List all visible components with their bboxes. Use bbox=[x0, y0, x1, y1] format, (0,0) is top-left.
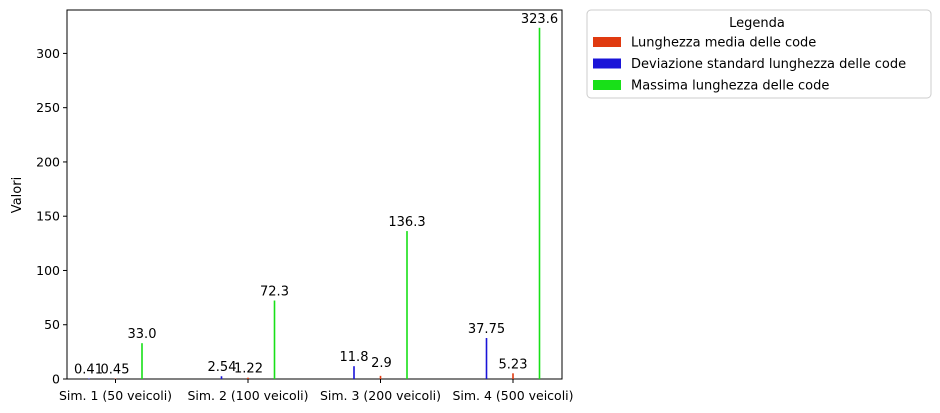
y-tick-label: 50 bbox=[44, 317, 60, 332]
data-label: 33.0 bbox=[128, 327, 157, 342]
bar bbox=[220, 376, 223, 379]
y-axis: 0 50 100 150 200 250 300 bbox=[36, 46, 67, 387]
bar bbox=[406, 231, 408, 379]
data-label: 323.6 bbox=[521, 12, 558, 27]
x-tick-label: Sim. 1 (50 veicoli) bbox=[59, 388, 172, 403]
bar bbox=[538, 27, 541, 379]
y-tick-label: 0 bbox=[52, 372, 60, 387]
x-tick-label: Sim. 2 (100 veicoli) bbox=[187, 388, 308, 403]
data-label: 1.22 bbox=[234, 362, 263, 377]
bar bbox=[114, 378, 117, 380]
data-label: 0.45 bbox=[101, 363, 130, 378]
x-tick-label: Sim. 3 (200 veicoli) bbox=[320, 388, 441, 403]
bar bbox=[379, 375, 382, 379]
legend-label: Massima lunghezza delle code bbox=[631, 79, 829, 94]
bar bbox=[247, 377, 249, 379]
x-tick-label: Sim. 4 (500 veicoli) bbox=[452, 388, 573, 403]
data-label: 11.8 bbox=[340, 350, 369, 365]
bars bbox=[88, 27, 541, 380]
legend-swatch bbox=[593, 58, 621, 69]
bar bbox=[141, 343, 143, 379]
y-tick-label: 250 bbox=[36, 100, 60, 115]
y-axis-label: Valori bbox=[10, 177, 25, 213]
y-tick-label: 200 bbox=[36, 154, 60, 169]
data-label: 136.3 bbox=[388, 215, 425, 230]
legend: Legenda Lunghezza media delle code Deviaz… bbox=[586, 9, 932, 99]
plot-frame bbox=[66, 9, 563, 380]
data-labels: 0.41 1.22 2.9 5.23 0.45 2.54 11.8 37.75 33.0 72.3… bbox=[74, 12, 558, 378]
data-label: 5.23 bbox=[499, 357, 528, 372]
y-tick-label: 150 bbox=[36, 209, 60, 224]
bar bbox=[88, 378, 90, 380]
data-label: 72.3 bbox=[260, 285, 289, 300]
data-label: 2.9 bbox=[371, 356, 392, 371]
bar bbox=[273, 300, 276, 379]
legend-box bbox=[586, 9, 932, 99]
y-tick-label: 300 bbox=[36, 46, 60, 61]
legend-swatch bbox=[593, 80, 621, 90]
legend-title: Legenda bbox=[729, 16, 785, 31]
bar bbox=[353, 366, 355, 379]
x-axis: Sim. 1 (50 veicoli) Sim. 2 (100 veicoli) S… bbox=[59, 379, 574, 403]
legend-items: Lunghezza media delle code Deviazione sta… bbox=[593, 36, 906, 94]
bar bbox=[512, 373, 514, 379]
legend-label: Deviazione standard lunghezza delle code bbox=[631, 57, 906, 72]
legend-label: Lunghezza media delle code bbox=[631, 36, 816, 51]
data-label: 0.41 bbox=[74, 363, 103, 378]
bar bbox=[485, 338, 488, 379]
data-label: 2.54 bbox=[208, 360, 237, 375]
legend-swatch bbox=[593, 37, 621, 47]
data-label: 37.75 bbox=[468, 322, 505, 337]
y-tick-label: 100 bbox=[36, 263, 60, 278]
plot-area bbox=[66, 9, 563, 380]
